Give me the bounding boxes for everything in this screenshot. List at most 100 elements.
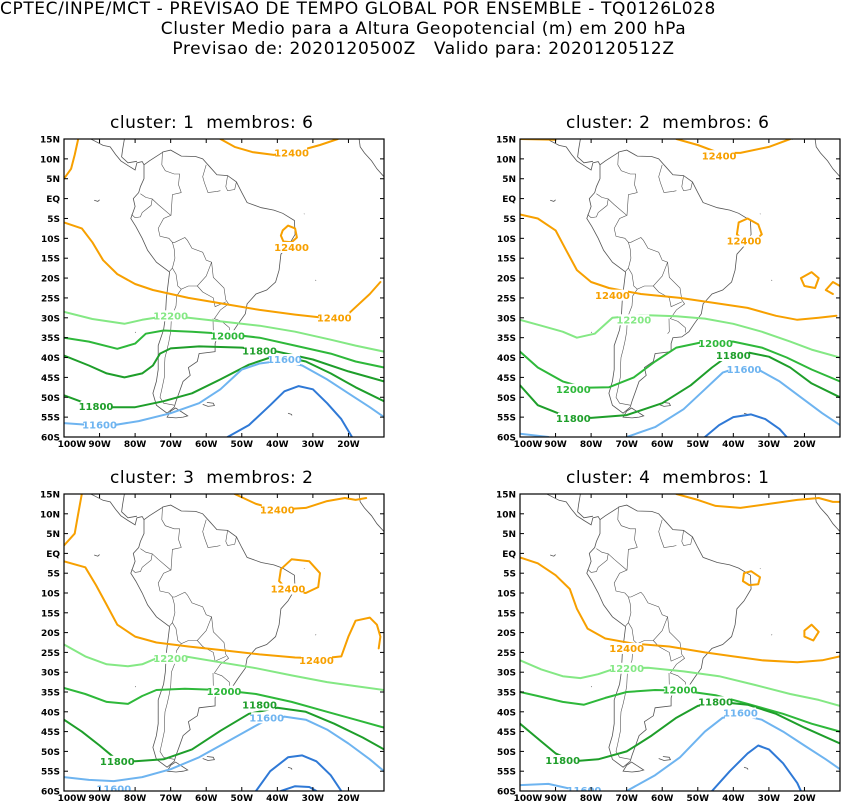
country-border xyxy=(202,164,221,193)
country-border xyxy=(607,198,627,216)
contour-label: 12400 xyxy=(271,585,306,596)
contour-label: 12200 xyxy=(616,315,651,326)
contour-line xyxy=(226,385,353,437)
lat-label: 20S xyxy=(497,629,516,639)
lat-label: 55S xyxy=(41,768,60,778)
contour-line xyxy=(803,623,820,642)
contour-label-bg xyxy=(155,310,187,322)
contour-line xyxy=(520,782,578,791)
country-border xyxy=(615,289,638,406)
lon-label: 100W xyxy=(514,440,543,450)
contour-label-bg xyxy=(251,712,283,724)
contour-label-bg xyxy=(664,684,696,696)
lat-label: 60S xyxy=(41,434,60,444)
lat-label: EQ xyxy=(502,550,516,560)
coastline-africa xyxy=(814,494,840,533)
contour-label-bg xyxy=(568,784,600,791)
lat-label: 60S xyxy=(497,434,516,444)
contour-line xyxy=(703,413,788,437)
contour-line xyxy=(64,494,83,547)
coastline-africa xyxy=(814,139,840,178)
country-border xyxy=(159,289,182,406)
contour-label-bg xyxy=(244,699,276,711)
contour-label-bg xyxy=(276,241,308,253)
lat-label: 5N xyxy=(46,175,60,185)
lon-label: 20W xyxy=(793,794,816,803)
country-border xyxy=(681,530,693,546)
lon-label: 100W xyxy=(58,440,87,450)
contour-label-bg xyxy=(596,289,628,301)
coastline-caribbean xyxy=(577,494,593,519)
contour-label: 12400 xyxy=(609,644,644,655)
lon-label: 50W xyxy=(231,440,254,450)
coastline-caribbean xyxy=(577,139,593,164)
lat-label: 30S xyxy=(497,314,516,324)
coastline-central-america xyxy=(545,139,601,171)
contour-label: 12400 xyxy=(274,149,309,160)
contour-label-bg xyxy=(724,707,756,719)
lat-label: EQ xyxy=(46,195,60,205)
lat-label: 30S xyxy=(41,669,60,679)
country-border xyxy=(225,530,237,546)
lat-label: 40S xyxy=(497,354,516,364)
contour-label-bg xyxy=(728,235,760,247)
lat-label: 45S xyxy=(41,374,60,384)
island xyxy=(94,199,100,202)
lon-label: 80W xyxy=(580,440,603,450)
contour-label-bg xyxy=(318,312,350,324)
country-border xyxy=(628,262,668,290)
country-border xyxy=(607,553,627,571)
lon-label: 70W xyxy=(615,794,638,803)
contour-label: 12000 xyxy=(210,331,245,342)
contour-line xyxy=(520,314,840,359)
country-border xyxy=(157,547,230,687)
lon-label: 40W xyxy=(266,440,289,450)
contour-line xyxy=(279,224,298,244)
lon-label: 30W xyxy=(302,794,325,803)
country-border xyxy=(587,193,609,219)
lat-label: 20S xyxy=(497,275,516,285)
lat-label: 5S xyxy=(47,570,60,580)
country-border xyxy=(628,616,668,645)
lon-label: 70W xyxy=(159,794,182,803)
contour-label-bg xyxy=(557,383,589,395)
contour-line xyxy=(520,213,838,321)
contour-label: 12200 xyxy=(609,664,644,675)
lat-label: 40S xyxy=(41,354,60,364)
lat-label: 55S xyxy=(497,414,516,424)
panel-2-title: cluster: 2 membros: 6 xyxy=(566,113,770,133)
lat-label: 10N xyxy=(496,510,516,520)
lat-label: 5S xyxy=(503,215,516,225)
lon-label: 40W xyxy=(722,440,745,450)
lat-label: 5N xyxy=(502,530,516,540)
contour-line xyxy=(824,281,840,295)
country-border xyxy=(617,151,638,193)
lat-label: 50S xyxy=(41,394,60,404)
lon-label: 100W xyxy=(58,794,87,803)
country-border xyxy=(681,175,693,192)
contour-label-bg xyxy=(611,662,643,674)
country-border xyxy=(625,242,632,272)
contour-line xyxy=(675,494,840,509)
contour-label: 12000 xyxy=(556,385,591,396)
contour-label-bg xyxy=(700,338,732,350)
country-border xyxy=(653,285,682,308)
contour-label: 12400 xyxy=(317,313,352,324)
lat-label: 35S xyxy=(497,334,516,344)
contour-label: 12400 xyxy=(702,151,737,162)
lat-label: 5S xyxy=(47,215,60,225)
contour-label: 11800 xyxy=(242,346,277,357)
lat-label: 35S xyxy=(41,334,60,344)
lat-label: 15N xyxy=(40,136,60,146)
contour-line xyxy=(64,687,384,729)
contour-label-bg xyxy=(268,354,300,366)
lat-label: 10S xyxy=(41,235,60,245)
lat-label: 5N xyxy=(502,175,516,185)
contour-label: 11800 xyxy=(79,402,114,413)
lat-label: 50S xyxy=(497,394,516,404)
contour-label: 12000 xyxy=(207,687,242,698)
lon-label: 20W xyxy=(337,794,360,803)
lat-label: 10N xyxy=(40,510,60,520)
coastline-caribbean xyxy=(121,494,137,519)
lon-label: 80W xyxy=(124,440,147,450)
